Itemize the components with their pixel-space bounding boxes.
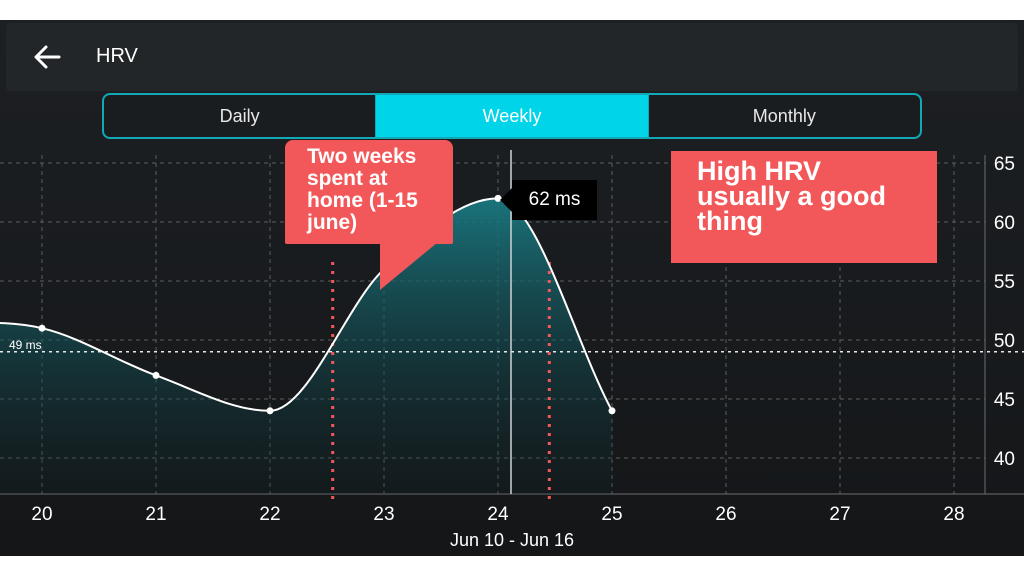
x-tick-label: 24	[487, 504, 509, 525]
x-tick-label: 20	[31, 504, 52, 525]
y-tick-label: 45	[994, 390, 1015, 411]
data-point	[266, 407, 274, 415]
back-button[interactable]	[28, 38, 66, 76]
home-annotation-pointer	[380, 242, 438, 290]
x-tick-label: 27	[829, 504, 850, 525]
y-tick-label: 50	[994, 331, 1015, 352]
average-label: 49 ms	[9, 338, 42, 352]
hrv-annotation: High HRV usually a good thing	[671, 151, 937, 263]
hrv-area-fill	[0, 198, 612, 494]
tab-daily[interactable]: Daily	[219, 105, 260, 126]
x-tick-label: 21	[145, 504, 166, 525]
y-tick-label: 55	[994, 272, 1015, 293]
x-tick-label: 26	[715, 504, 736, 525]
x-tick-label: 25	[601, 504, 622, 525]
tab-weekly[interactable]: Weekly	[375, 95, 648, 137]
y-tick-label: 65	[994, 154, 1015, 175]
screen-title: HRV	[96, 45, 138, 67]
home-annotation: Two weeks spent at home (1-15 june)	[285, 140, 453, 244]
y-tick-label: 40	[994, 449, 1015, 470]
y-tick-label: 60	[994, 213, 1015, 234]
data-point	[38, 324, 46, 332]
hrv-screen: HRV Daily Weekly Monthly 40 45 50 55 60 65 20…	[0, 20, 1024, 556]
value-tooltip: 62 ms	[512, 180, 597, 220]
x-tick-label: 28	[943, 504, 964, 525]
period-tabs: Daily Weekly Monthly	[102, 93, 922, 139]
data-point	[152, 371, 160, 379]
date-range[interactable]: Jun 10 - Jun 16	[449, 530, 575, 550]
tab-monthly[interactable]: Monthly	[647, 95, 920, 137]
x-tick-label: 22	[259, 504, 280, 525]
x-tick-label: 23	[373, 504, 394, 525]
tooltip-arrow	[500, 188, 512, 212]
data-point	[608, 407, 616, 415]
app-bar: HRV	[6, 23, 1018, 91]
arrow-left-icon	[34, 45, 61, 69]
hrv-chart: 40 45 50 55 60 65 20 21 22 23 24 25 26 27 28	[0, 150, 1024, 525]
data-point	[494, 194, 502, 202]
